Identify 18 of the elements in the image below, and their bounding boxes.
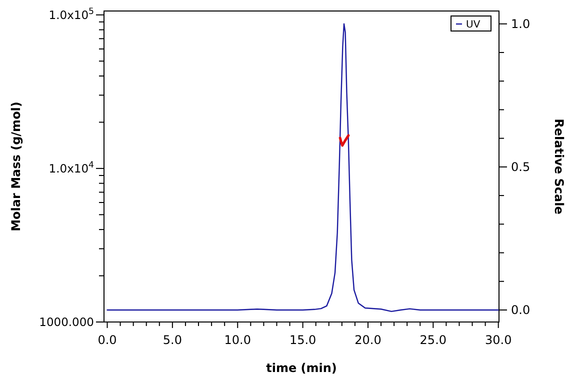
y2-tick-label: 1.0 xyxy=(511,16,530,31)
x-tick-label: 10.0 xyxy=(224,333,251,347)
y2-tick-label: 0.0 xyxy=(511,302,530,317)
y-axis-title: Molar Mass (g/mol) xyxy=(9,102,23,232)
y2-tick-label: 0.5 xyxy=(511,160,530,174)
y2-axis-title: Relative Scale xyxy=(552,118,566,214)
legend-label: UV xyxy=(466,20,480,30)
x-tick-label: 5.0 xyxy=(162,333,182,347)
y-tick-label: 1.0x10$^{4}$ xyxy=(48,160,94,176)
y-tick-label: 1000.000 xyxy=(39,315,94,329)
x-tick-label: 20.0 xyxy=(354,333,382,347)
line-series xyxy=(338,134,350,147)
y-tick-label: 1.0x10$^{5}$ xyxy=(48,6,94,22)
x-tick-label: 15.0 xyxy=(289,333,316,347)
x-axis-title: time (min) xyxy=(266,361,337,375)
x-tick-label: 30.0 xyxy=(484,333,512,347)
x-tick-label: 0.0 xyxy=(98,333,117,347)
x-tick-label: 25.0 xyxy=(420,333,447,347)
